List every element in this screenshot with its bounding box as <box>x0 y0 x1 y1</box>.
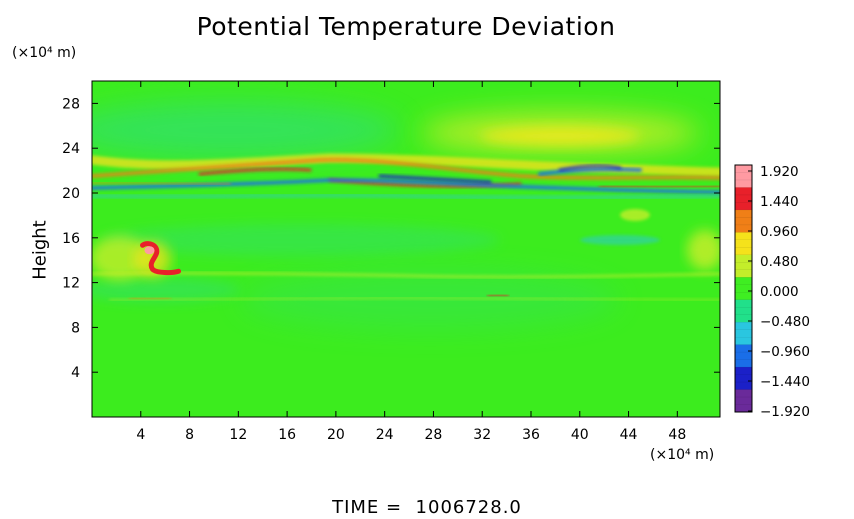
warm-region <box>687 230 720 270</box>
x-tick-label: 36 <box>522 427 540 443</box>
cold-band <box>92 178 720 194</box>
cool-band <box>92 193 720 200</box>
warm-band <box>92 157 720 180</box>
x-tick-label: 48 <box>668 427 686 443</box>
x-tick-label: 40 <box>571 427 589 443</box>
colorbar-segment <box>735 389 752 413</box>
warm-spot <box>129 297 171 300</box>
y-tick-label: 24 <box>62 141 80 157</box>
colorbar-frame <box>734 164 753 413</box>
y-tick-label: 8 <box>71 320 80 336</box>
y-tick-label: 12 <box>62 276 80 292</box>
warm-band <box>92 271 720 279</box>
colorbar-label: 0.000 <box>760 284 799 300</box>
cool-region <box>240 270 620 330</box>
x-tick-label: 28 <box>425 427 443 443</box>
cold-band <box>558 164 622 172</box>
x-tick-label: 8 <box>185 427 194 443</box>
chart-title: Potential Temperature Deviation <box>196 12 616 41</box>
cool-region <box>580 235 660 245</box>
warm-band <box>92 181 231 185</box>
x-tick-label: 32 <box>473 427 491 443</box>
colorbar-segment <box>735 299 752 323</box>
heatmap-field <box>92 81 720 417</box>
warm-blob-core <box>144 246 155 255</box>
warm-region <box>92 236 150 280</box>
warm-spot <box>486 294 510 298</box>
warm-band <box>109 296 720 301</box>
x-axis: 4 8 12 16 20 24 28 32 36 40 44 48 <box>136 81 686 443</box>
x-tick-label: 44 <box>620 427 638 443</box>
colorbar-label: −0.480 <box>760 314 810 330</box>
warm-region <box>620 209 650 221</box>
colorbar-segment <box>735 277 752 301</box>
colorbar-segment <box>735 232 752 256</box>
colorbar-label: 0.480 <box>760 254 799 270</box>
x-tick-label: 12 <box>229 427 247 443</box>
colorbar-label: 1.440 <box>760 194 799 210</box>
x-tick-label: 24 <box>376 427 394 443</box>
colorbar-label: −1.920 <box>760 404 810 420</box>
colorbar-segment <box>735 187 752 211</box>
y-axis-unit: (×10⁴ m) <box>12 45 77 61</box>
colorbar-segment <box>735 254 752 278</box>
colorbar-label: 1.920 <box>760 164 799 180</box>
cool-region <box>92 278 240 302</box>
colorbar-segment <box>735 322 752 346</box>
warm-band <box>92 153 720 177</box>
colorbar: 1.920 1.440 0.960 0.480 0.000 −0.480 −0.960 −1.… <box>734 164 810 420</box>
colorbar-segment <box>735 344 752 368</box>
y-tick-label: 16 <box>62 231 80 247</box>
x-tick-label: 4 <box>136 427 145 443</box>
y-axis: 4 8 12 16 20 24 28 <box>62 96 720 381</box>
cold-band <box>378 174 492 184</box>
x-tick-label: 20 <box>327 427 345 443</box>
x-tick-label: 16 <box>278 427 296 443</box>
colorbar-segment <box>735 367 752 391</box>
warm-band <box>598 184 720 189</box>
cool-region <box>100 224 500 256</box>
time-label: TIME = 1006728.0 <box>332 497 522 518</box>
cold-band <box>538 167 642 176</box>
colorbar-label: −0.960 <box>760 344 810 360</box>
plot-frame <box>91 80 721 418</box>
x-axis-unit: (×10⁴ m) <box>650 447 715 463</box>
y-tick-label: 20 <box>62 186 80 202</box>
warm-region-core <box>480 127 640 145</box>
colorbar-segment <box>735 209 752 233</box>
y-tick-label: 4 <box>71 365 80 381</box>
warm-blob <box>140 241 182 276</box>
colorbar-label: −1.440 <box>760 374 810 390</box>
cool-region <box>92 102 400 158</box>
colorbar-label: 0.960 <box>760 224 799 240</box>
warm-band <box>198 167 312 176</box>
colorbar-segment <box>735 165 752 188</box>
y-tick-label: 28 <box>62 96 80 112</box>
